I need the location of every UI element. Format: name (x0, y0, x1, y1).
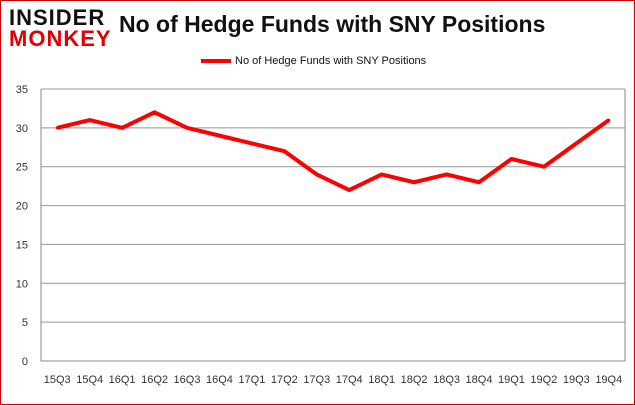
x-tick-label: 16Q1 (109, 374, 136, 386)
series-line (56, 110, 610, 193)
data-point (380, 172, 384, 176)
x-tick-label: 15Q3 (44, 374, 71, 386)
logo-line1: INSIDER (9, 5, 106, 30)
x-tick-label: 18Q2 (401, 374, 428, 386)
data-point (347, 188, 351, 192)
x-tick-label: 17Q1 (238, 374, 265, 386)
y-tick-label: 5 (22, 317, 28, 329)
x-tick-label: 19Q4 (595, 374, 622, 386)
x-tick-label: 17Q2 (271, 374, 298, 386)
y-tick-label: 30 (16, 123, 28, 135)
x-tick-label: 19Q1 (498, 374, 525, 386)
data-point (542, 165, 546, 169)
x-tick-label: 19Q3 (563, 374, 590, 386)
data-point (607, 118, 611, 122)
x-tick-label: 18Q4 (466, 374, 493, 386)
legend: No of Hedge Funds with SNY Positions (201, 55, 426, 67)
logo-line2: MONKEY (9, 26, 112, 51)
x-tick-label: 17Q4 (336, 374, 363, 386)
data-point (217, 134, 221, 138)
legend-swatch (201, 59, 231, 63)
data-point (509, 157, 513, 161)
data-point (477, 180, 481, 184)
x-tick-label: 16Q4 (206, 374, 233, 386)
data-point (185, 126, 189, 130)
y-tick-label: 0 (22, 356, 28, 368)
x-tick-label: 18Q1 (368, 374, 395, 386)
data-point (55, 126, 59, 130)
data-point (412, 180, 416, 184)
data-point (445, 172, 449, 176)
x-tick-label: 16Q3 (174, 374, 201, 386)
x-tick-label: 18Q3 (433, 374, 460, 386)
x-tick-label: 17Q3 (303, 374, 330, 386)
x-tick-label: 19Q2 (530, 374, 557, 386)
data-point (153, 110, 157, 114)
x-tick-label: 16Q2 (141, 374, 168, 386)
data-point (282, 149, 286, 153)
y-tick-label: 25 (16, 162, 28, 174)
data-point (315, 172, 319, 176)
data-point (250, 141, 254, 145)
data-point (574, 141, 578, 145)
data-point (120, 126, 124, 130)
data-point (88, 118, 92, 122)
y-tick-label: 10 (16, 278, 28, 290)
insider-monkey-logo: INSIDER MONKEY (9, 5, 112, 51)
y-tick-label: 15 (16, 239, 28, 251)
y-tick-label: 35 (16, 84, 28, 96)
y-tick-label: 20 (16, 201, 28, 213)
chart-title: No of Hedge Funds with SNY Positions (119, 11, 546, 37)
legend-label: No of Hedge Funds with SNY Positions (235, 55, 427, 67)
x-tick-label: 15Q4 (76, 374, 103, 386)
